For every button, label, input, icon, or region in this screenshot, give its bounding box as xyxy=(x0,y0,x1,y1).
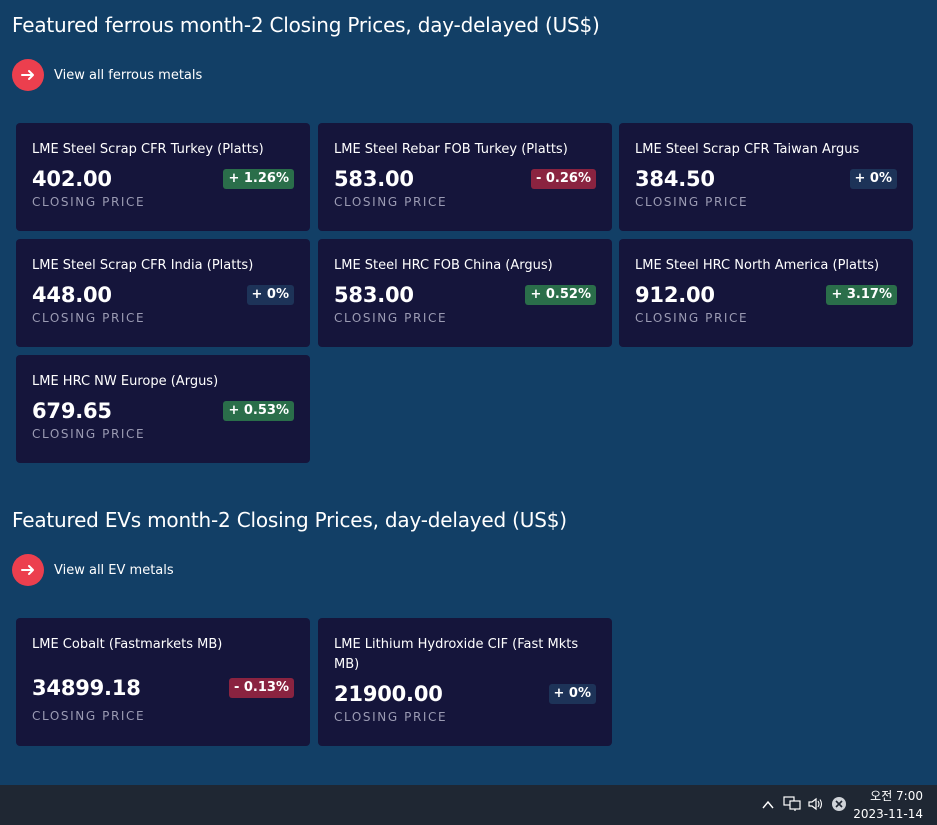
price-card[interactable]: LME Steel HRC FOB China (Argus) 583.00 +… xyxy=(318,239,612,347)
close-circle-icon[interactable] xyxy=(831,796,847,816)
card-price: 384.50 xyxy=(635,167,715,191)
card-metal-name: LME Steel HRC North America (Platts) xyxy=(635,258,880,273)
change-badge: + 3.17% xyxy=(826,285,897,305)
card-metal-name: LME Steel Scrap CFR Turkey (Platts) xyxy=(32,142,264,157)
card-price: 402.00 xyxy=(32,167,112,191)
price-card[interactable]: LME Lithium Hydroxide CIF (Fast Mkts MB)… xyxy=(318,618,612,746)
ev-section-title: Featured EVs month-2 Closing Prices, day… xyxy=(12,508,567,532)
card-metal-name: LME Steel HRC FOB China (Argus) xyxy=(334,258,553,273)
card-metal-name: LME Steel Scrap CFR Taiwan Argus xyxy=(635,142,860,157)
card-metal-name: LME Cobalt (Fastmarkets MB) xyxy=(32,637,223,652)
change-badge: + 0% xyxy=(548,684,596,704)
card-price: 912.00 xyxy=(635,283,715,307)
closing-price-label: CLOSING PRICE xyxy=(32,709,146,723)
card-price: 21900.00 xyxy=(334,682,443,706)
price-card[interactable]: LME Cobalt (Fastmarkets MB) 34899.18 - 0… xyxy=(16,618,310,746)
chevron-up-icon[interactable] xyxy=(761,797,775,816)
card-metal-name: LME Steel Scrap CFR India (Platts) xyxy=(32,258,254,273)
change-badge: - 0.26% xyxy=(530,169,596,189)
card-metal-name: LME Steel Rebar FOB Turkey (Platts) xyxy=(334,142,568,157)
view-all-ferrous-label: View all ferrous metals xyxy=(54,67,203,83)
closing-price-label: CLOSING PRICE xyxy=(32,427,146,441)
price-card[interactable]: LME Steel Rebar FOB Turkey (Platts) 583.… xyxy=(318,123,612,231)
price-card[interactable]: LME Steel HRC North America (Platts) 912… xyxy=(619,239,913,347)
view-all-ferrous-link[interactable]: View all ferrous metals xyxy=(12,59,202,91)
card-price: 448.00 xyxy=(32,283,112,307)
system-clock[interactable]: 오전 7:00 2023-11-14 xyxy=(853,787,923,823)
closing-price-label: CLOSING PRICE xyxy=(32,311,146,325)
closing-price-label: CLOSING PRICE xyxy=(334,195,448,209)
price-card[interactable]: LME Steel Scrap CFR Turkey (Platts) 402.… xyxy=(16,123,310,231)
card-metal-name: LME Lithium Hydroxide CIF (Fast Mkts MB) xyxy=(334,637,579,672)
arrow-right-icon xyxy=(12,554,44,586)
view-all-ev-label: View all EV metals xyxy=(54,562,174,578)
closing-price-label: CLOSING PRICE xyxy=(32,195,146,209)
card-price: 583.00 xyxy=(334,283,414,307)
change-badge: - 0.13% xyxy=(228,678,294,698)
price-card[interactable]: LME HRC NW Europe (Argus) 679.65 + 0.53%… xyxy=(16,355,310,463)
closing-price-label: CLOSING PRICE xyxy=(635,195,749,209)
change-badge: + 1.26% xyxy=(223,169,294,189)
card-price: 34899.18 xyxy=(32,676,141,700)
closing-price-label: CLOSING PRICE xyxy=(334,311,448,325)
ferrous-section-title: Featured ferrous month-2 Closing Prices,… xyxy=(12,13,600,37)
change-badge: + 0.53% xyxy=(223,401,294,421)
closing-price-label: CLOSING PRICE xyxy=(635,311,749,325)
clock-time: 오전 7:00 xyxy=(870,789,923,803)
clock-date: 2023-11-14 xyxy=(853,807,923,821)
card-price: 679.65 xyxy=(32,399,112,423)
price-card[interactable]: LME Steel Scrap CFR Taiwan Argus 384.50 … xyxy=(619,123,913,231)
closing-price-label: CLOSING PRICE xyxy=(334,710,448,724)
change-badge: + 0% xyxy=(246,285,294,305)
taskbar: 오전 7:00 2023-11-14 xyxy=(0,785,937,825)
card-price: 583.00 xyxy=(334,167,414,191)
change-badge: + 0% xyxy=(849,169,897,189)
card-metal-name: LME HRC NW Europe (Argus) xyxy=(32,374,219,389)
volume-icon[interactable] xyxy=(807,796,825,816)
arrow-right-icon xyxy=(12,59,44,91)
price-card[interactable]: LME Steel Scrap CFR India (Platts) 448.0… xyxy=(16,239,310,347)
network-icon[interactable] xyxy=(783,796,801,816)
change-badge: + 0.52% xyxy=(525,285,596,305)
view-all-ev-link[interactable]: View all EV metals xyxy=(12,554,174,586)
